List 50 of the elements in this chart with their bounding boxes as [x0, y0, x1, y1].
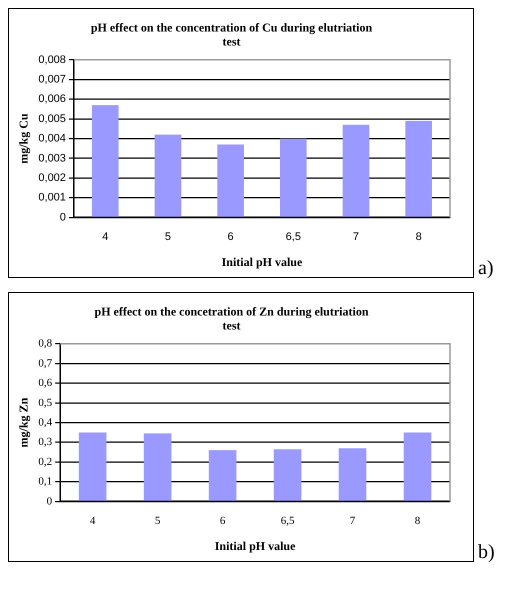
y-tick-label: 0,006: [38, 93, 66, 106]
x-tick-label: 4: [90, 514, 96, 527]
bar: [280, 138, 307, 217]
bar: [274, 449, 302, 501]
y-axis-title: mg/kg Zn: [16, 397, 30, 448]
x-axis-title: Initial pH value: [214, 538, 296, 553]
y-tick-label: 0,5: [38, 396, 53, 409]
y-tick-label: 0,004: [38, 132, 66, 145]
text: b): [478, 541, 495, 563]
y-tick-label: 0,001: [38, 192, 66, 204]
x-tick-label: 6,5: [280, 514, 295, 527]
y-axis-title: mg/kg Cu: [16, 113, 30, 164]
text: a): [478, 257, 494, 279]
x-tick-label: 7: [350, 514, 356, 527]
bar: [405, 120, 432, 217]
y-tick-label: 0,008: [38, 54, 66, 66]
y-tick-label: 0: [60, 211, 66, 224]
y-tick-label: 0,2: [38, 456, 52, 468]
x-tick-label: 5: [164, 231, 172, 244]
bar: [154, 134, 182, 217]
x-tick-label: 5: [154, 514, 161, 527]
bar: [78, 432, 106, 501]
x-tick-label: 6: [228, 231, 234, 244]
x-tick-label: 8: [414, 514, 421, 527]
y-tick-label: 0,1: [38, 476, 52, 488]
bar: [342, 124, 370, 217]
y-tick-label: 0,8: [38, 338, 53, 350]
chart-title: pH effect on the concetration of Zn during elutriation test: [94, 304, 369, 333]
y-tick-label: 0,3: [38, 436, 53, 448]
y-tick-label: 0,7: [38, 357, 53, 370]
y-tick-label: 0,007: [38, 74, 66, 86]
x-tick-label: 4: [102, 231, 108, 244]
y-tick-label: 0,6: [38, 377, 53, 390]
chart-title: pH effect on the concentration of Cu during elutriation test: [90, 20, 372, 49]
y-tick-label: 0: [46, 495, 53, 508]
bar: [92, 105, 119, 217]
y-tick-label: 0,4: [38, 416, 53, 428]
x-tick-label: 8: [416, 231, 422, 244]
bar: [208, 450, 236, 501]
x-axis-title: Initial pH value: [222, 254, 303, 269]
bar: [144, 433, 172, 501]
x-tick-label: 7: [352, 231, 360, 244]
x-tick-label: 6,5: [286, 231, 301, 244]
y-tick-label: 0,003: [38, 152, 66, 164]
bar: [404, 432, 432, 501]
bar: [217, 144, 244, 217]
bar: [338, 448, 366, 501]
y-tick-label: 0,002: [38, 172, 66, 184]
x-tick-label: 6: [220, 514, 226, 527]
y-tick-label: 0,005: [38, 112, 66, 125]
